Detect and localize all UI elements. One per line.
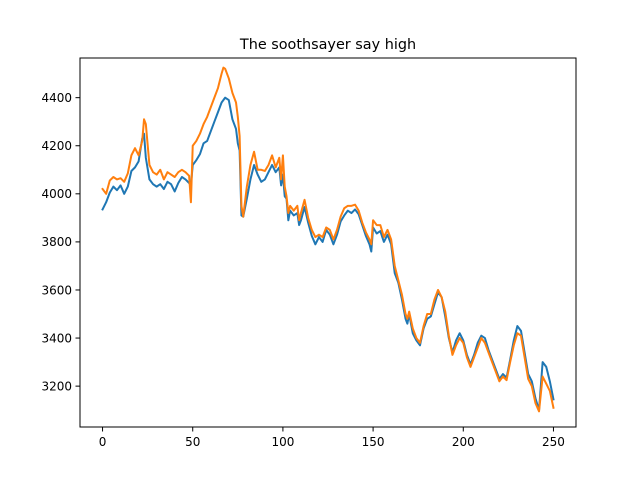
y-tick-label: 4000 (41, 187, 72, 201)
chart-title: The soothsayer say high (239, 37, 416, 53)
y-tick-label: 4200 (41, 139, 72, 153)
y-tick-label: 3800 (41, 235, 72, 249)
y-tick-label: 3200 (41, 379, 72, 393)
x-tick-label: 50 (185, 435, 200, 449)
series-line-2 (101, 66, 555, 413)
series-layer (101, 66, 555, 413)
y-tick-label: 3600 (41, 283, 72, 297)
x-tick-label: 100 (271, 435, 294, 449)
x-tick-label: 150 (362, 435, 385, 449)
x-tick-label: 200 (452, 435, 475, 449)
y-tick-label: 4400 (41, 91, 72, 105)
x-tick-label: 250 (542, 435, 565, 449)
plot-frame (79, 57, 577, 428)
series-line-1 (101, 96, 555, 412)
y-tick-label: 3400 (41, 331, 72, 345)
axes-layer: 0 50 100 150 200 250 3200 3400 3600 3800 4000 4200 4… (41, 57, 577, 449)
x-tick-label: 0 (99, 435, 107, 449)
